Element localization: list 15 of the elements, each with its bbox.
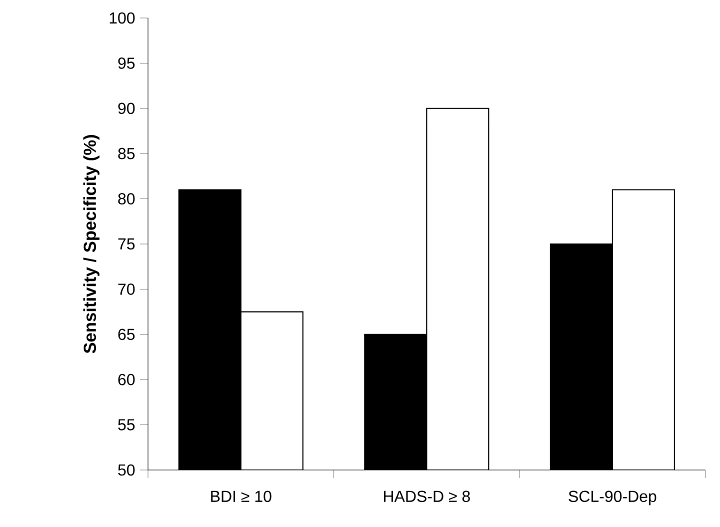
y-tick-label: 50	[118, 464, 135, 476]
y-tick-label: 80	[118, 193, 135, 204]
y-tick-label: 60	[118, 374, 135, 386]
y-tick-label: 95	[118, 58, 135, 69]
y-tick-label: 70	[118, 284, 135, 295]
x-tick-label: SCL-90-Dep	[568, 490, 656, 506]
y-tick-label: 55	[118, 419, 135, 430]
y-axis-title: Sensitivity / Specificity (%)	[83, 135, 100, 354]
y-tick-label: 85	[118, 148, 135, 160]
y-tick-label: 75	[118, 238, 135, 250]
x-tick-label: BDI ≥ 10	[211, 490, 272, 502]
x-tick-label: HADS-D ≥ 8	[384, 490, 470, 502]
y-tick-label: 100	[110, 12, 135, 24]
y-tick-label: 90	[118, 102, 135, 114]
y-tick-label: 65	[118, 328, 135, 340]
